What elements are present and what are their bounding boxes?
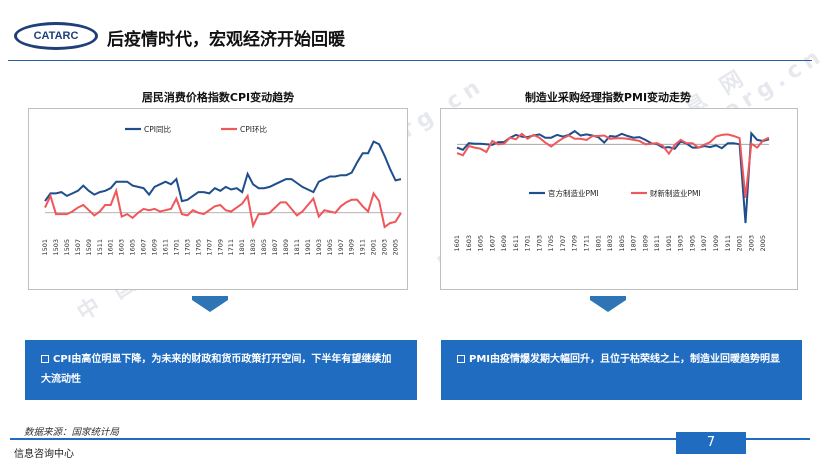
x-tick-label: 1811: [293, 239, 301, 256]
cpi-chart-title: 居民消费价格指数CPI变动趋势: [141, 91, 295, 104]
page-number: 7: [676, 432, 746, 454]
cpi-chart-panel: 1501 1503 1505 1507 1509 1511 1601 1603 1605 1607…: [28, 108, 408, 290]
x-tick-label: 1905: [326, 239, 334, 256]
x-tick-label: 1805: [618, 235, 626, 252]
x-tick-label: 1703: [183, 239, 191, 256]
x-tick-label: 1811: [653, 235, 661, 252]
x-tick-label: 1601: [107, 239, 115, 256]
x-tick-label: 2001: [370, 239, 378, 256]
x-tick-label: 1609: [500, 235, 508, 252]
series-line-1: [456, 132, 770, 198]
legend-label-1: 财新制造业PMI: [650, 188, 701, 198]
x-tick-label: 1605: [129, 239, 137, 256]
down-arrow-right-icon: [590, 300, 626, 312]
x-tick-label: 2005: [392, 239, 400, 256]
title-divider: [8, 60, 812, 61]
x-tick-label: 1801: [238, 239, 246, 256]
x-tick-label: 1809: [282, 239, 290, 256]
x-tick-label: 1511: [96, 239, 104, 256]
x-tick-label: 1909: [712, 235, 720, 252]
x-tick-label: 2001: [736, 235, 744, 252]
x-tick-label: 1803: [606, 235, 614, 252]
x-tick-label: 2003: [381, 239, 389, 256]
pmi-chart-panel: 1601 1603 1605 1607 1609 1611 1701 1703 1705 1707…: [440, 108, 798, 290]
x-tick-label: 1807: [271, 239, 279, 256]
x-tick-label: 1503: [52, 239, 60, 256]
x-tick-label: 1909: [348, 239, 356, 256]
x-tick-label: 2003: [747, 235, 755, 252]
x-tick-label: 1611: [512, 235, 520, 252]
x-tick-label: 1803: [249, 239, 257, 256]
pmi-chart-title: 制造业采购经理指数PMI变动走势: [524, 91, 692, 104]
x-tick-label: 1703: [535, 235, 543, 252]
footer-divider: [10, 438, 810, 440]
series-line-1: [44, 187, 402, 229]
x-tick-label: 1707: [559, 235, 567, 252]
x-tick-label: 1601: [453, 235, 461, 252]
x-tick-label: 1701: [524, 235, 532, 252]
x-tick-label: 1701: [172, 239, 180, 256]
pmi-conclusion-box: PMI由疫情爆发期大幅回升，且位于枯荣线之上，制造业回暖趋势明显: [441, 340, 802, 400]
page-title: 后疫情时代，宏观经济开始回暖: [107, 30, 345, 50]
x-tick-label: 1711: [583, 235, 591, 252]
cpi-conclusion-box: CPI由高位明显下降，为未来的财政和货币政策打开空间，下半年有望继续加大流动性: [25, 340, 417, 400]
x-tick-label: 1805: [260, 239, 268, 256]
down-arrow-right-stem: [590, 296, 626, 300]
x-tick-label: 1705: [547, 235, 555, 252]
x-tick-label: 1507: [74, 239, 82, 256]
pmi-line-chart: 1601 1603 1605 1607 1609 1611 1701 1703 1705 1707…: [453, 129, 770, 252]
x-tick-label: 1903: [677, 235, 685, 252]
x-tick-label: 1709: [571, 235, 579, 252]
x-tick-label: 1603: [118, 239, 126, 256]
square-bullet-icon: [41, 355, 49, 363]
square-bullet-icon: [457, 355, 465, 363]
series-line-0: [456, 129, 770, 224]
x-tick-label: 1907: [700, 235, 708, 252]
x-tick-label: 1607: [140, 239, 148, 256]
x-tick-label: 2005: [759, 235, 767, 252]
catarc-logo: CATARC: [14, 22, 98, 50]
x-tick-label: 1801: [594, 235, 602, 252]
legend-label-0: CPI同比: [144, 124, 171, 134]
logo-text: CATARC: [33, 30, 79, 42]
x-tick-label: 1607: [488, 235, 496, 252]
x-tick-label: 1901: [665, 235, 673, 252]
x-tick-label: 1911: [359, 239, 367, 256]
x-tick-label: 1509: [85, 239, 93, 256]
x-tick-label: 1605: [477, 235, 485, 252]
x-tick-label: 1501: [41, 239, 49, 256]
x-tick-label: 1807: [630, 235, 638, 252]
x-tick-label: 1905: [689, 235, 697, 252]
legend-label-1: CPI环比: [240, 124, 267, 134]
x-tick-label: 1611: [162, 239, 170, 256]
down-arrow-left-icon: [192, 300, 228, 312]
x-tick-label: 1901: [304, 239, 312, 256]
x-tick-label: 1505: [63, 239, 71, 256]
down-arrow-left-stem: [192, 296, 228, 300]
data-source-note: 数据来源：国家统计局: [24, 427, 120, 438]
series-line-0: [44, 140, 402, 203]
cpi-conclusion-text: CPI由高位明显下降，为未来的财政和货币政策打开空间，下半年有望继续加大流动性: [41, 354, 392, 385]
x-tick-label: 1603: [465, 235, 473, 252]
x-tick-label: 1711: [227, 239, 235, 256]
x-tick-label: 1903: [315, 239, 323, 256]
x-tick-label: 1911: [724, 235, 732, 252]
x-tick-label: 1809: [641, 235, 649, 252]
x-tick-label: 1907: [337, 239, 345, 256]
legend-label-0: 官方制造业PMI: [548, 188, 599, 198]
x-tick-label: 1705: [194, 239, 202, 256]
x-tick-label: 1709: [216, 239, 224, 256]
pmi-conclusion-text: PMI由疫情爆发期大幅回升，且位于枯荣线之上，制造业回暖趋势明显: [469, 354, 781, 365]
footer-text: 信息咨询中心: [14, 449, 74, 460]
x-tick-label: 1707: [205, 239, 213, 256]
cpi-line-chart: 1501 1503 1505 1507 1509 1511 1601 1603 1605 1607…: [41, 124, 402, 256]
x-tick-label: 1609: [151, 239, 159, 256]
